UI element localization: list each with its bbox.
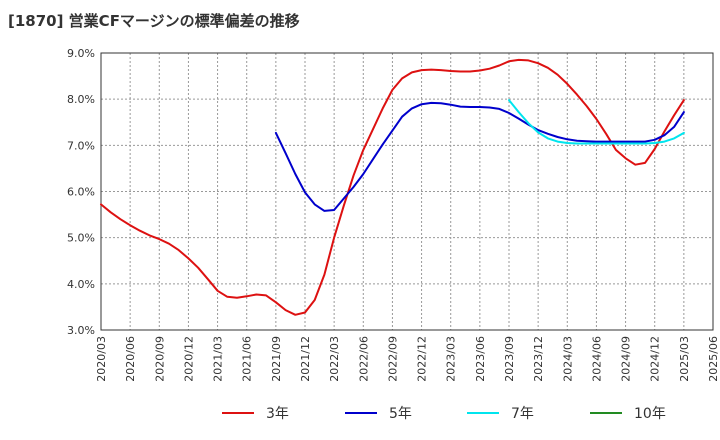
- x-tick-label: 2021/06: [241, 336, 254, 382]
- y-tick-label: 9.0%: [67, 47, 95, 60]
- x-tick-label: 2024/12: [649, 336, 662, 382]
- legend-label: 10年: [634, 406, 666, 422]
- y-tick-label: 4.0%: [67, 278, 95, 291]
- series-line: [508, 99, 685, 145]
- x-tick-label: 2023/09: [503, 336, 516, 382]
- y-tick-label: 3.0%: [67, 324, 95, 337]
- x-tick-label: 2021/09: [270, 336, 283, 382]
- y-tick-label: 5.0%: [67, 232, 95, 245]
- x-tick-label: 2025/06: [707, 336, 720, 382]
- x-tick-label: 2022/03: [328, 336, 341, 382]
- x-tick-label: 2023/03: [445, 336, 458, 382]
- x-tick-label: 2022/09: [386, 336, 399, 382]
- series-line: [274, 101, 685, 212]
- x-tick-label: 2021/12: [299, 336, 312, 382]
- legend-label: 5年: [389, 406, 412, 422]
- x-tick-label: 2020/09: [153, 336, 166, 382]
- x-tick-label: 2020/12: [182, 336, 195, 382]
- legend-label: 3年: [266, 406, 289, 422]
- legend-label: 7年: [511, 406, 534, 422]
- y-tick-label: 6.0%: [67, 186, 95, 199]
- x-tick-label: 2021/03: [212, 336, 225, 382]
- x-tick-label: 2020/06: [124, 336, 137, 382]
- x-tick-label: 2023/12: [532, 336, 545, 382]
- series-line: [100, 58, 685, 316]
- x-tick-label: 2024/06: [590, 336, 603, 382]
- y-tick-label: 7.0%: [67, 139, 95, 152]
- x-tick-label: 2022/06: [357, 336, 370, 382]
- plot-border: [100, 52, 714, 331]
- y-tick-label: 8.0%: [67, 93, 95, 106]
- x-tick-label: 2023/06: [474, 336, 487, 382]
- x-tick-label: 2025/03: [678, 336, 691, 382]
- chart-title: [1870] 営業CFマージンの標準偏差の推移: [8, 12, 300, 30]
- x-tick-label: 2024/03: [561, 336, 574, 382]
- x-tick-label: 2024/09: [620, 336, 633, 382]
- x-tick-label: 2020/03: [95, 336, 108, 382]
- x-tick-label: 2022/12: [416, 336, 429, 382]
